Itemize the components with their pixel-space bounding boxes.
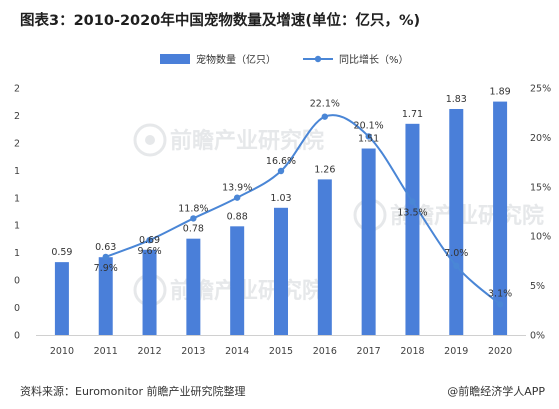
y-right-tick-label: 10% [530,232,551,243]
growth-point [365,133,372,140]
growth-value-label: 20.1% [354,120,384,131]
growth-value-label: 11.8% [178,203,208,214]
growth-point [102,253,109,261]
bar [361,148,376,335]
bar [317,179,332,335]
x-tick-label: 2016 [313,346,337,357]
growth-point [233,194,241,201]
bar [405,123,420,335]
y-right-tick-label: 15% [530,182,551,193]
chart-title: 图表3：2010-2020年中国宠物数量及增速(单位：亿只，%) [20,13,421,29]
x-tick-label: 2017 [357,346,381,357]
x-tick-label: 2012 [137,346,161,357]
growth-line [105,114,501,306]
brand-credit: @前瞻经济学人APP [447,385,545,398]
growth-value-label: 3.1% [488,288,512,299]
watermark-logo-dot [145,135,155,145]
y-right-tick-label: 25% [530,84,551,95]
bar [493,101,508,336]
bar [449,108,464,336]
growth-value-label: 7.9% [94,263,118,274]
growth-value-label: 16.6% [266,156,296,167]
bar-layer [54,101,508,336]
bar [230,226,245,335]
bar-value-label: 1.51 [358,134,379,145]
growth-value-label: 13.5% [397,208,427,219]
bar-value-label: 0.88 [227,211,248,222]
growth-point [277,167,285,175]
x-tick-label: 2013 [181,346,205,357]
line-layer [102,113,504,308]
growth-point [453,262,460,270]
watermark-text: 前瞻产业研究院 [170,128,324,154]
source-note: 资料来源：Euromonitor 前瞻产业研究院整理 [20,385,246,398]
x-tick-label: 2010 [50,346,74,357]
y-left-tick-label: 0 [14,303,20,314]
y-right-tick-label: 20% [530,133,551,144]
bar-value-label: 1.03 [270,193,291,204]
y-left-tick-label: 1 [14,221,20,232]
bar-value-label: 0.59 [51,247,72,258]
axis-layer: 2010 2011 2012 2013 2014 2015 2016 2017 2018 2019… [14,84,551,358]
growth-point [190,215,197,222]
growth-value-label: 9.6% [137,246,161,257]
bar-value-label: 0.63 [95,242,116,253]
y-right-tick-label: 0% [530,331,545,342]
legend: 宠物数量（亿只） 同比增长（%） [160,53,409,66]
x-tick-label: 2011 [94,346,118,357]
growth-point [409,198,416,205]
y-left-tick-label: 1 [14,193,20,204]
x-tick-label: 2015 [269,346,293,357]
y-right-tick-label: 5% [530,281,545,292]
bar-value-label: 0.69 [139,235,160,246]
legend-bar-label: 宠物数量（亿只） [196,53,276,66]
y-left-tick-label: 1 [14,166,20,177]
growth-point [321,113,329,120]
bar-value-label: 1.83 [446,94,467,105]
x-tick-label: 2018 [400,346,424,357]
legend-line-label: 同比增长（%） [339,53,409,66]
y-left-tick-label: 1 [14,248,20,259]
x-tick-label: 2019 [444,346,468,357]
growth-point [146,236,153,244]
growth-value-label: 13.9% [222,183,252,194]
label-layer: 0.59 0.63 0.69 0.78 0.88 1.03 1.26 1.51 1.71 1.83… [51,87,512,300]
bar-value-label: 1.71 [402,109,423,120]
bar [186,238,201,335]
y-left-tick-label: 2 [14,84,20,95]
y-left-tick-label: 0 [14,331,20,342]
legend-bar-swatch [160,54,190,64]
bar [142,249,157,335]
growth-value-label: 22.1% [310,99,340,110]
y-left-tick-label: 2 [14,138,20,149]
growth-value-label: 7.0% [444,248,468,259]
bar [54,262,69,335]
watermark: 前瞻产业研究院 [133,273,324,307]
bar-value-label: 1.26 [314,164,335,175]
qianzhan-logo-icon [133,123,167,157]
y-left-tick-label: 2 [14,111,20,122]
legend-line-marker [314,55,322,63]
growth-point [496,301,504,308]
bar-value-label: 0.78 [183,224,204,235]
x-tick-label: 2020 [488,346,512,357]
x-tick-label: 2014 [225,346,249,357]
bar-value-label: 1.89 [490,87,511,98]
bar [274,207,288,335]
bar [98,257,113,335]
y-left-tick-label: 0 [14,276,20,287]
